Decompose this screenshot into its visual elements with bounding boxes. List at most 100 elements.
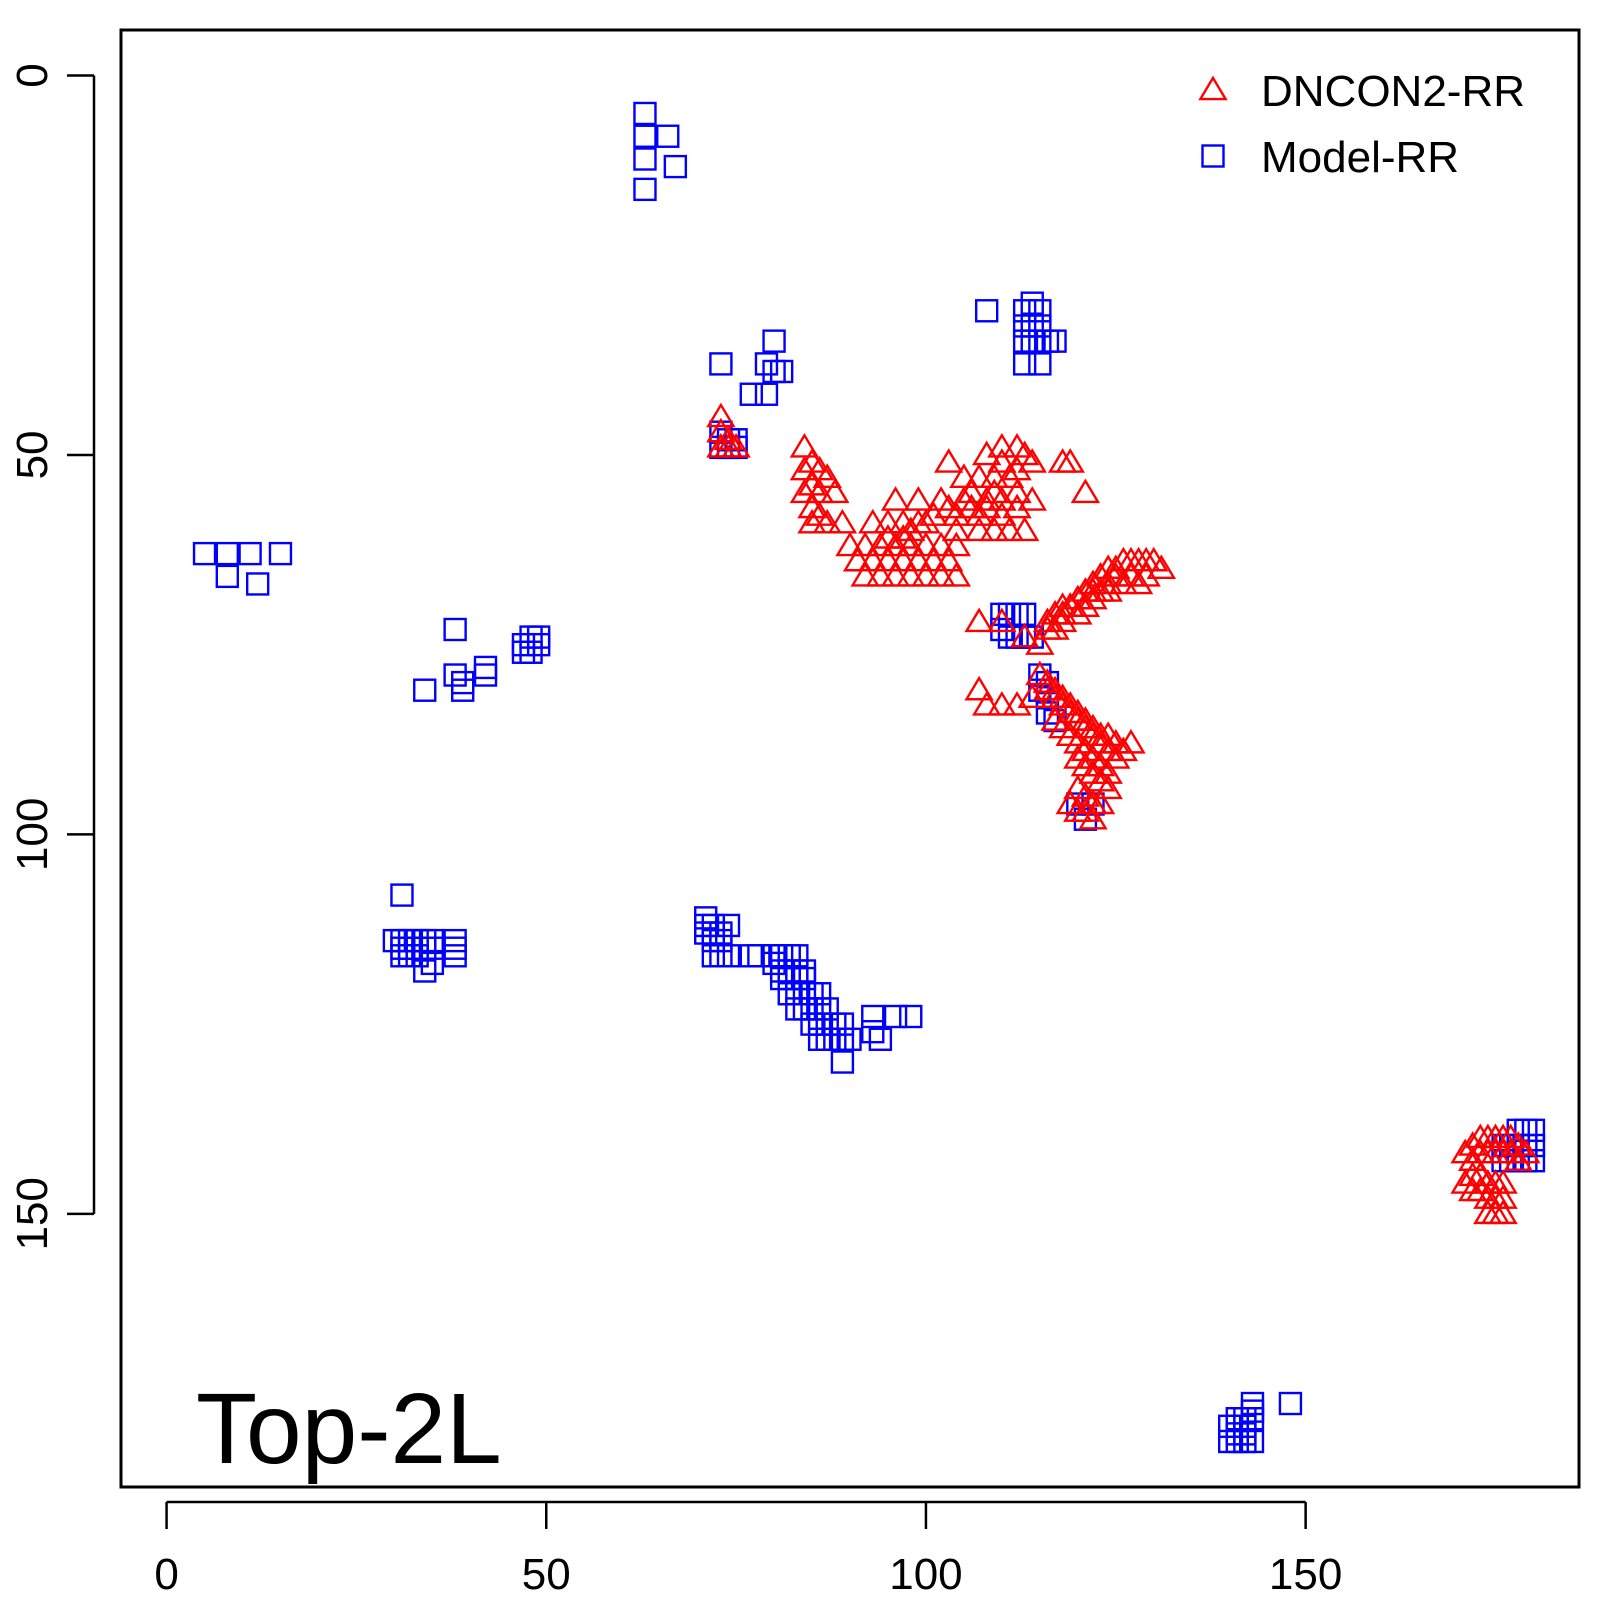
data-point-triangle — [1116, 728, 1146, 754]
data-point-triangle — [949, 463, 979, 488]
data-point-square — [451, 678, 475, 702]
data-point-triangle — [1093, 774, 1123, 800]
data-point-square — [633, 101, 657, 126]
data-point-square — [663, 154, 688, 179]
data-point-triangle — [926, 531, 956, 557]
data-point-square — [1521, 1118, 1546, 1143]
data-point-triangle — [1457, 1146, 1488, 1171]
data-point-square — [807, 982, 832, 1006]
data-point-triangle — [1055, 789, 1085, 815]
data-point-triangle — [926, 561, 956, 587]
data-point-triangle — [1017, 448, 1047, 473]
data-point-triangle — [964, 463, 994, 488]
data-point-square — [807, 1012, 832, 1036]
data-point-square — [519, 625, 543, 649]
data-point-square — [838, 1027, 862, 1051]
data-point-square — [785, 959, 809, 983]
data-point-square — [215, 564, 240, 589]
data-point-square — [1225, 1422, 1249, 1446]
data-point-square — [800, 1012, 824, 1036]
data-point-triangle — [820, 478, 850, 504]
data-point-triangle — [1063, 599, 1093, 625]
data-point-triangle — [896, 531, 926, 557]
data-point-triangle — [1101, 744, 1131, 769]
data-point-triangle — [1002, 493, 1032, 519]
data-point-square — [709, 352, 733, 376]
data-point-square — [1028, 299, 1052, 323]
data-point-square — [1233, 1407, 1257, 1431]
data-point-triangle — [880, 486, 911, 511]
x-tick-label: 50 — [522, 1550, 571, 1599]
data-point-square — [238, 541, 262, 566]
data-point-square — [754, 382, 779, 406]
data-point-square — [473, 655, 498, 680]
data-point-square — [1217, 1414, 1242, 1438]
data-point-square — [451, 670, 475, 695]
data-point-square — [245, 572, 270, 596]
data-point-square — [397, 944, 422, 968]
data-point-triangle — [1009, 622, 1040, 648]
data-point-triangle — [941, 516, 972, 542]
data-point-square — [390, 928, 414, 953]
data-point-square — [511, 632, 536, 657]
data-point-square — [815, 1027, 839, 1051]
data-point-square — [1225, 1407, 1249, 1431]
legend: DNCON2-RR Model-RR — [1198, 67, 1525, 182]
data-point-square — [405, 928, 429, 953]
data-point-square — [701, 913, 726, 938]
data-point-square — [656, 124, 680, 148]
data-point-triangle — [1078, 577, 1108, 602]
data-point-triangle — [971, 440, 1002, 466]
data-point-square — [390, 883, 414, 907]
data-point-triangle — [934, 448, 964, 473]
data-point-square — [762, 951, 786, 976]
data-point-square — [709, 944, 733, 968]
data-point-triangle — [956, 478, 987, 504]
data-point-triangle — [850, 531, 880, 557]
data-point-triangle — [1488, 1169, 1518, 1194]
data-point-triangle — [1101, 554, 1131, 580]
data-point-square — [739, 382, 763, 406]
data-point-square — [694, 913, 718, 938]
data-point-triangle — [903, 546, 934, 572]
data-point-triangle — [941, 561, 972, 587]
data-point-triangle — [1017, 486, 1047, 511]
data-point-triangle — [1047, 607, 1078, 633]
data-point-square — [807, 997, 832, 1021]
data-point-triangle — [1108, 569, 1139, 595]
data-point-triangle — [956, 493, 987, 519]
data-point-square — [1240, 1429, 1265, 1454]
data-point-square — [785, 982, 809, 1006]
data-point-square — [526, 632, 551, 657]
data-point-square — [1233, 1429, 1257, 1454]
data-point-square — [443, 936, 467, 960]
data-point-square — [413, 959, 437, 983]
data-point-square — [268, 541, 293, 566]
data-point-square — [1012, 329, 1037, 353]
x-tick-label: 100 — [889, 1550, 962, 1599]
data-point-square — [1225, 1414, 1249, 1438]
data-point-triangle — [789, 478, 820, 504]
data-point-square — [769, 966, 794, 991]
data-point-triangle — [1070, 478, 1101, 504]
data-point-square — [1012, 299, 1037, 323]
data-point-triangle — [1002, 690, 1032, 716]
data-point-square — [807, 1027, 832, 1051]
data-point-triangle — [971, 690, 1002, 716]
chart-annotation: Top-2L — [196, 1373, 502, 1485]
data-point-square — [815, 997, 839, 1021]
data-point-triangle — [1032, 607, 1063, 633]
data-point-triangle — [1503, 1146, 1533, 1171]
data-point-triangle — [873, 546, 903, 572]
data-point-triangle — [994, 463, 1025, 488]
data-point-square — [397, 928, 422, 953]
data-point-triangle — [896, 561, 926, 587]
data-point-triangle — [827, 508, 858, 534]
data-point-triangle — [918, 546, 949, 572]
data-point-square — [443, 944, 467, 968]
data-point-square — [390, 936, 414, 960]
data-point-square — [701, 944, 726, 968]
data-point-square — [792, 997, 817, 1021]
data-point-square — [633, 177, 657, 202]
data-point-triangle — [987, 448, 1017, 473]
